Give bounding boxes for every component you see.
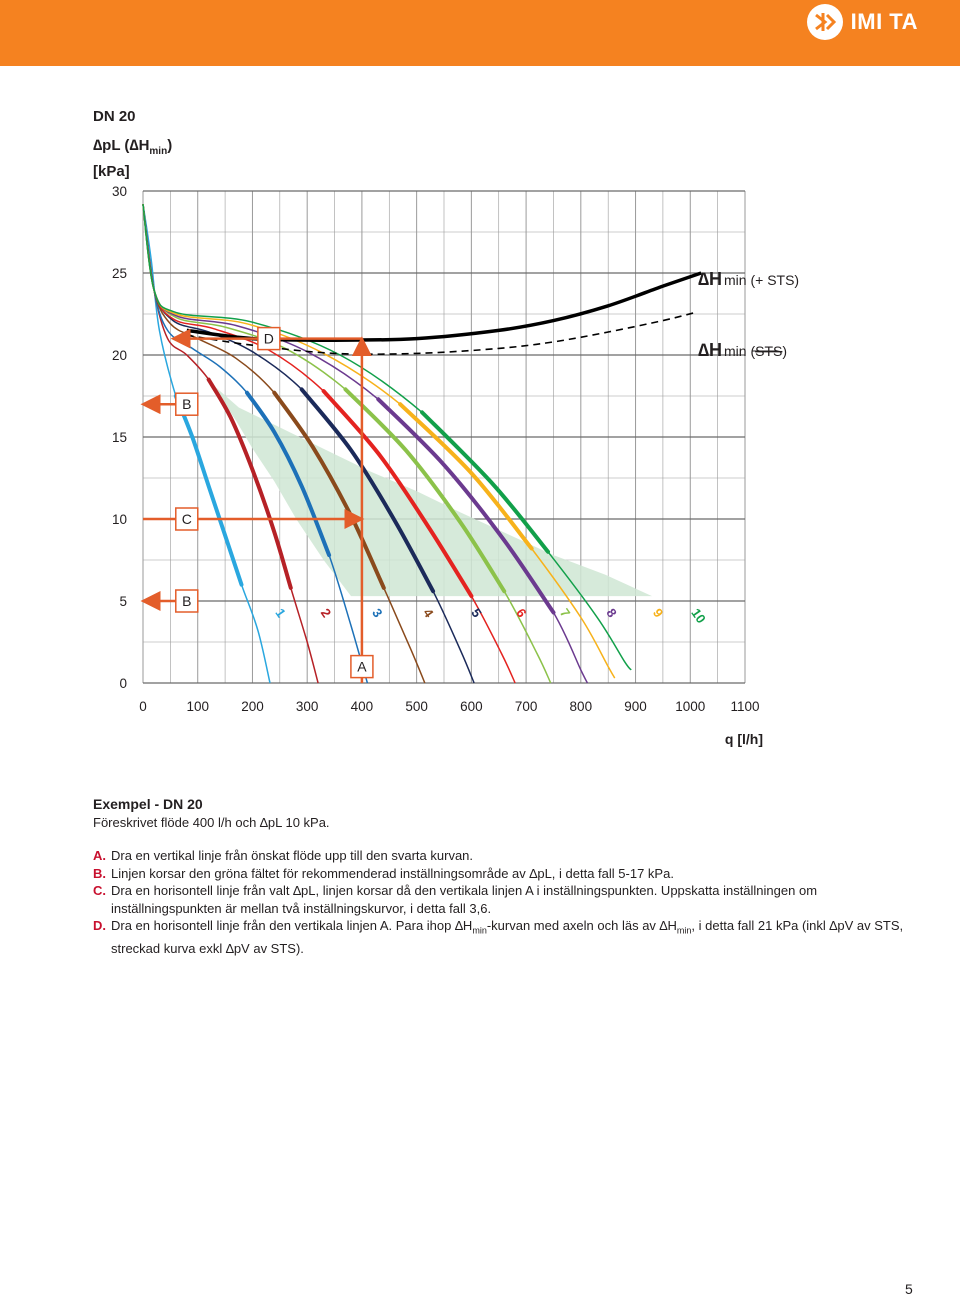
example-title: Exempel - DN 20 (93, 796, 203, 812)
brand-name: IMI TA (850, 9, 918, 34)
x-tick-label: 700 (515, 699, 538, 714)
step-b: B. Linjen korsar den gröna fältet för rek… (93, 865, 674, 881)
page-number: 5 (905, 1281, 913, 1297)
y-tick-label: 0 (119, 676, 127, 691)
annotation-box-b (175, 392, 199, 416)
hmin-no-sts-label-tail: ) (782, 343, 787, 359)
setting-curve-7-highlight (343, 387, 507, 594)
annotation-label-b: B (182, 593, 191, 609)
step-a: A. Dra en vertikal linje från önskat flöd… (93, 848, 474, 863)
x-tick-label: 100 (186, 699, 209, 714)
x-tick-label: 300 (296, 699, 319, 714)
brand-logo: IMI TA (806, 3, 918, 41)
y-tick-label: 10 (112, 512, 127, 527)
annotation-box-a (350, 654, 374, 679)
x-tick-label: 1000 (675, 699, 705, 714)
recommended-field (203, 376, 652, 597)
page-heading: DN 20 (93, 108, 136, 125)
setting-label-4: 4 (420, 606, 437, 621)
hmin-sts-label-rest: min (+ STS) (724, 272, 799, 288)
setting-label-5: 5 (468, 606, 484, 621)
setting-curve-2-highlight (206, 377, 293, 590)
setting-label-7: 7 (557, 606, 573, 621)
setting-curve-1-highlight (173, 394, 244, 587)
hmin-no-sts-label-rest: min ( (724, 343, 755, 359)
step-d: D. Dra en horisontell linje från den vert… (93, 918, 904, 957)
setting-label-8: 8 (603, 606, 619, 621)
setting-label-10: 10 (688, 606, 709, 626)
y-tick-label: 30 (112, 184, 127, 199)
annotation-label-c: C (182, 511, 192, 527)
setting-label-1: 1 (272, 606, 288, 621)
x-tick-label: 900 (624, 699, 647, 714)
y-tick-label: 25 (112, 266, 127, 281)
x-tick-label: 800 (570, 699, 593, 714)
step-c: C. Dra en horisontell linje från valt ∆pL… (93, 883, 818, 916)
setting-curve-5-highlight (299, 387, 436, 594)
setting-curve-9-highlight (398, 402, 534, 551)
y-tick-label: 5 (119, 594, 127, 609)
grid (142, 190, 746, 684)
hmin-no-sts-label-main: ∆H (698, 340, 722, 360)
annotation-box-b (175, 589, 199, 613)
setting-label-2: 2 (318, 606, 334, 621)
example-block: Exempel - DN 20 Föreskrivet flöde 400 l/… (93, 796, 913, 958)
x-tick-label: 1100 (730, 699, 759, 714)
setting-curve-6-highlight (321, 389, 474, 599)
x-tick-label: 400 (351, 699, 374, 714)
header-bar (0, 0, 960, 66)
chart: 1 2 3 4 5 6 7 8 9 10∆H min (+ STS)∆H min (STS)ABBCD… (112, 184, 799, 747)
y-tick-label: 15 (112, 430, 127, 445)
setting-curve-4-highlight (272, 390, 386, 590)
setting-curve-3-highlight (245, 390, 332, 558)
annotation-label-a: A (357, 659, 367, 675)
hmin-no-sts-label: ∆H min (STS) (698, 340, 787, 360)
setting-label-9: 9 (650, 606, 666, 621)
setting-curve-8-highlight (376, 397, 556, 615)
annotation-box-c (175, 507, 199, 531)
annotation-label-b: B (182, 396, 191, 412)
x-tick-label: 600 (460, 699, 483, 714)
y-axis-label: ∆pL (∆Hmin) [kPa] (93, 137, 173, 180)
setting-label-6: 6 (513, 606, 529, 621)
setting-curve-10-highlight (420, 410, 550, 554)
x-tick-label: 500 (405, 699, 428, 714)
y-tick-label: 20 (112, 348, 127, 363)
x-axis-label: q [l/h] (725, 731, 763, 747)
setting-label-3: 3 (369, 606, 385, 621)
x-tick-label: 0 (139, 699, 147, 714)
example-given: Föreskrivet flöde 400 l/h och ∆pL 10 kPa… (93, 814, 330, 830)
hmin-sts-label-main: ∆H (698, 269, 722, 289)
hmin-sts-label: ∆H min (+ STS) (698, 269, 799, 289)
imi-ta-logo-icon (806, 4, 843, 40)
annotation-label-d: D (264, 331, 274, 347)
annotation-box-d (257, 326, 281, 351)
x-tick-label: 200 (241, 699, 264, 714)
